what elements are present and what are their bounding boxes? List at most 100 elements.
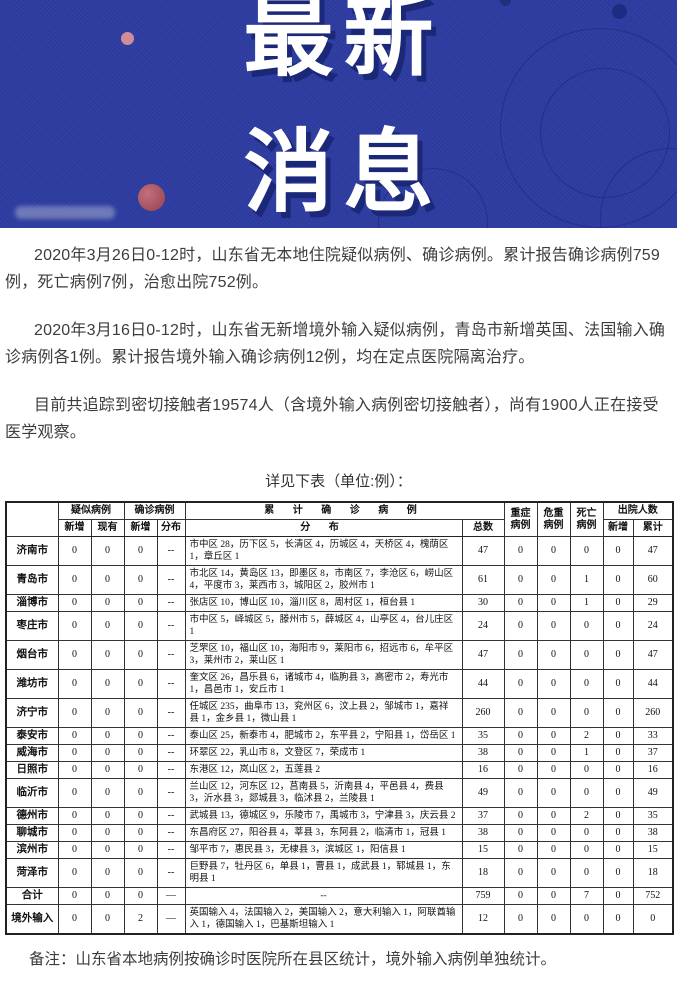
discharged-new-cell: 0 (602, 611, 634, 641)
confirmed-new-cell: 0 (123, 841, 158, 859)
table-row: 枣庄市 0 0 0 -- 市中区 5，峄城区 5，滕州市 5，薛城区 4，山亭区 4，… (5, 611, 674, 641)
suspected-new-cell: 0 (57, 761, 92, 779)
confirmed-new-cell: 0 (123, 727, 158, 745)
city-cell: 青岛市 (5, 565, 59, 595)
total-cell: 37 (461, 807, 505, 825)
col-severe-header: 重症病例 (503, 501, 538, 537)
suspected-current-cell: 0 (90, 824, 125, 842)
critical-cell: 0 (536, 536, 571, 566)
total-cell: 759 (461, 887, 505, 905)
subcol-confirmed-dist: 分布 (156, 519, 186, 537)
total-cell: 44 (461, 669, 505, 699)
discharged-new-cell: 0 (602, 727, 634, 745)
death-cell: 0 (569, 858, 604, 888)
discharged-new-cell: 0 (602, 824, 634, 842)
table-row: 聊城市 0 0 0 -- 东昌府区 27，阳谷县 4，莘县 3，东阿县 2，临清市 1… (5, 824, 674, 842)
subcol-cumulative-dist: 分 布 (184, 519, 463, 537)
death-cell: 0 (569, 698, 604, 728)
suspected-new-cell: 0 (57, 594, 92, 612)
confirmed-dist-cell: -- (156, 824, 186, 842)
total-cell: 12 (461, 904, 505, 935)
death-cell: 1 (569, 594, 604, 612)
decor-dot-navy (500, 0, 511, 6)
confirmed-dist-cell: -- (156, 761, 186, 779)
suspected-new-cell: 0 (57, 640, 92, 670)
cumulative-dist-cell: 芝罘区 10，福山区 10，海阳市 9，莱阳市 6，招远市 6，牟平区 3，莱州… (184, 640, 463, 670)
discharged-cum-cell: 752 (632, 887, 674, 905)
confirmed-dist-cell: -- (156, 565, 186, 595)
banner-title-line2: 消息 (243, 123, 444, 223)
severe-cell: 0 (503, 727, 538, 745)
severe-cell: 0 (503, 611, 538, 641)
critical-cell: 0 (536, 594, 571, 612)
severe-cell: 0 (503, 824, 538, 842)
discharged-new-cell: 0 (602, 778, 634, 808)
cumulative-dist-cell: 市中区 5，峄城区 5，滕州市 5，薛城区 4，山亭区 4，台儿庄区 1 (184, 611, 463, 641)
confirmed-dist-cell: -- (156, 858, 186, 888)
cumulative-dist-cell: 张店区 10，博山区 10，淄川区 8，周村区 1，桓台县 1 (184, 594, 463, 612)
confirmed-dist-cell: -- (156, 594, 186, 612)
city-cell: 日照市 (5, 761, 59, 779)
col-suspected-header: 疑似病例 (57, 501, 125, 520)
cumulative-dist-cell: 泰山区 25，新泰市 4，肥城市 2，东平县 2，宁阳县 1，岱岳区 1 (184, 727, 463, 745)
severe-cell: 0 (503, 858, 538, 888)
paragraph-close-contacts: 目前共追踪到密切接触者19574人（含境外输入病例密切接触者），尚有1900人正… (5, 397, 659, 441)
death-cell: 1 (569, 565, 604, 595)
severe-cell: 0 (503, 536, 538, 566)
city-cell: 淄博市 (5, 594, 59, 612)
total-cell: 61 (461, 565, 505, 595)
confirmed-new-cell: 0 (123, 565, 158, 595)
total-cell: 24 (461, 611, 505, 641)
death-cell: 0 (569, 536, 604, 566)
table-row: 泰安市 0 0 0 -- 泰山区 25，新泰市 4，肥城市 2，东平县 2，宁阳县 1… (5, 727, 674, 745)
death-cell: 2 (569, 807, 604, 825)
suspected-new-cell: 0 (57, 841, 92, 859)
severe-cell: 0 (503, 887, 538, 905)
case-table: 疑似病例 确诊病例 累 计 确 诊 病 例 重症病例 危重病例 死亡病例 出院人… (5, 501, 674, 935)
discharged-cum-cell: 260 (632, 698, 674, 728)
subcol-suspected-current: 现有 (90, 519, 125, 537)
cumulative-dist-cell: 巨野县 7，牡丹区 6，单县 1，曹县 1，成武县 1，郓城县 1，东明县 1 (184, 858, 463, 888)
total-cell: 35 (461, 727, 505, 745)
confirmed-new-cell: 2 (123, 904, 158, 935)
suspected-current-cell: 0 (90, 904, 125, 935)
death-cell: 0 (569, 841, 604, 859)
discharged-new-cell: 0 (602, 594, 634, 612)
severe-cell: 0 (503, 744, 538, 762)
discharged-new-cell: 0 (602, 858, 634, 888)
total-cell: 30 (461, 594, 505, 612)
suspected-new-cell: 0 (57, 824, 92, 842)
table-row: 济宁市 0 0 0 -- 任城区 235，曲阜市 13，兖州区 6，汶上县 2，邹城市… (5, 698, 674, 728)
paragraph-imported-cases: 2020年3月16日0-12时，山东省无新增境外输入疑似病例，青岛市新增英国、法… (5, 322, 666, 366)
table-body: 济南市 0 0 0 -- 市中区 28，历下区 5，长清区 4，历城区 4，天桥区 4… (5, 536, 674, 935)
subcol-cumulative-total: 总数 (461, 519, 505, 537)
subcol-suspected-new: 新增 (57, 519, 92, 537)
cumulative-dist-cell: 英国输入 4，法国输入 2，美国输入 2，意大利输入 1，阿联酋输入 1，德国输… (184, 904, 463, 935)
confirmed-new-cell: 0 (123, 611, 158, 641)
critical-cell: 0 (536, 778, 571, 808)
confirmed-dist-cell: — (156, 904, 186, 935)
discharged-cum-cell: 24 (632, 611, 674, 641)
death-cell: 7 (569, 887, 604, 905)
death-cell: 0 (569, 904, 604, 935)
cumulative-dist-cell: 兰山区 12，河东区 12，莒南县 5，沂南县 4，平邑县 4，费县 3，沂水县… (184, 778, 463, 808)
suspected-new-cell: 0 (57, 669, 92, 699)
suspected-new-cell: 0 (57, 565, 92, 595)
critical-cell: 0 (536, 640, 571, 670)
discharged-cum-cell: 37 (632, 744, 674, 762)
death-cell: 2 (569, 727, 604, 745)
header-row-sub: 新增 现有 新增 分布 分 布 总数 新增 累计 (6, 519, 674, 537)
critical-cell: 0 (536, 727, 571, 745)
discharged-cum-cell: 38 (632, 824, 674, 842)
city-cell: 境外输入 (5, 904, 59, 935)
suspected-new-cell: 0 (57, 536, 92, 566)
city-cell: 济宁市 (5, 698, 59, 728)
cumulative-dist-cell: 市北区 14，黄岛区 13，即墨区 8，市南区 7，李沧区 6，崂山区 4，平度… (184, 565, 463, 595)
total-cell: 49 (461, 778, 505, 808)
city-cell: 临沂市 (5, 778, 59, 808)
suspected-new-cell: 0 (57, 904, 92, 935)
subcol-discharged-new: 新增 (602, 519, 634, 537)
critical-cell: 0 (536, 611, 571, 641)
table-row: 青岛市 0 0 0 -- 市北区 14，黄岛区 13，即墨区 8，市南区 7，李沧区 … (5, 565, 674, 595)
severe-cell: 0 (503, 594, 538, 612)
